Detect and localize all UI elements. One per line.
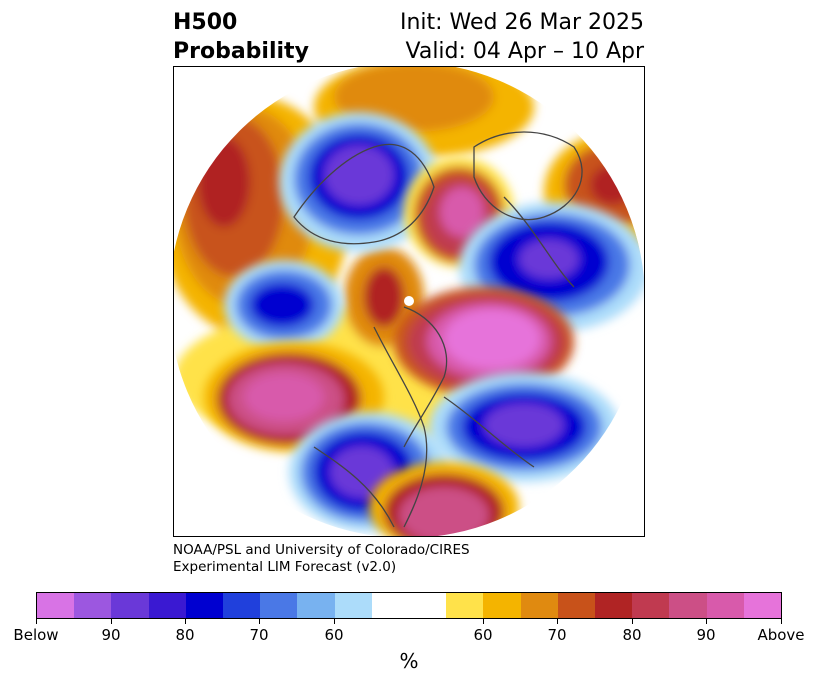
colorbar-tick (706, 619, 707, 624)
colorbar (36, 592, 782, 619)
forecast-map (173, 66, 645, 537)
colorbar-segment (297, 593, 335, 618)
colorbar-segment (520, 593, 558, 618)
colorbar-segment (483, 593, 521, 618)
init-date: Init: Wed 26 Mar 2025 (399, 10, 644, 35)
colorbar-tick-label: 60 (473, 626, 493, 644)
title-line-2: Probability (173, 39, 309, 64)
plot-title: H500 Probability (173, 8, 309, 66)
colorbar-segment (148, 593, 186, 618)
colorbar-segment (669, 593, 707, 618)
colorbar-tick (259, 619, 260, 624)
colorbar-tick (557, 619, 558, 624)
probability-map-svg (174, 67, 644, 536)
date-info: Init: Wed 26 Mar 2025 Valid: 04 Apr – 10… (400, 8, 644, 66)
colorbar-segment (595, 593, 633, 618)
colorbar-tick-label: 90 (696, 626, 716, 644)
credit-line-2: Experimental LIM Forecast (v2.0) (173, 559, 397, 575)
colorbar-segment (632, 593, 670, 618)
colorbar-tick (185, 619, 186, 624)
colorbar-tick-label: 70 (547, 626, 567, 644)
colorbar-tick-label: Above (757, 626, 805, 644)
colorbar-segment (371, 593, 447, 618)
colorbar-segment (260, 593, 298, 618)
colorbar-tick-label: 60 (324, 626, 344, 644)
colorbar-tick (483, 619, 484, 624)
colorbar-tick-label: 70 (249, 626, 269, 644)
credit-line-1: NOAA/PSL and University of Colorado/CIRE… (173, 542, 470, 558)
credits: NOAA/PSL and University of Colorado/CIRE… (173, 542, 470, 576)
colorbar-tick (781, 619, 782, 624)
colorbar-tick (36, 619, 37, 624)
colorbar-segment (446, 593, 484, 618)
colorbar-segment (74, 593, 112, 618)
coastlines (293, 131, 583, 528)
colorbar-segment (706, 593, 744, 618)
colorbar-tick (334, 619, 335, 624)
colorbar-segment (37, 593, 75, 618)
colorbar-segment (557, 593, 596, 618)
colorbar-segment (334, 593, 372, 618)
title-line-1: H500 (173, 10, 238, 35)
colorbar-segment (223, 593, 261, 618)
colorbar-tick (111, 619, 112, 624)
colorbar-tick (632, 619, 633, 624)
colorbar-unit: % (399, 649, 419, 673)
colorbar-segment (111, 593, 149, 618)
colorbar-tick-label: 80 (175, 626, 195, 644)
colorbar-segment (185, 593, 224, 618)
valid-date: Valid: 04 Apr – 10 Apr (405, 39, 645, 64)
pole-marker (404, 296, 414, 306)
colorbar-tick-label: Below (13, 626, 59, 644)
colorbar-segment (743, 593, 782, 618)
colorbar-tick-label: 80 (622, 626, 642, 644)
colorbar-tick-label: 90 (101, 626, 121, 644)
